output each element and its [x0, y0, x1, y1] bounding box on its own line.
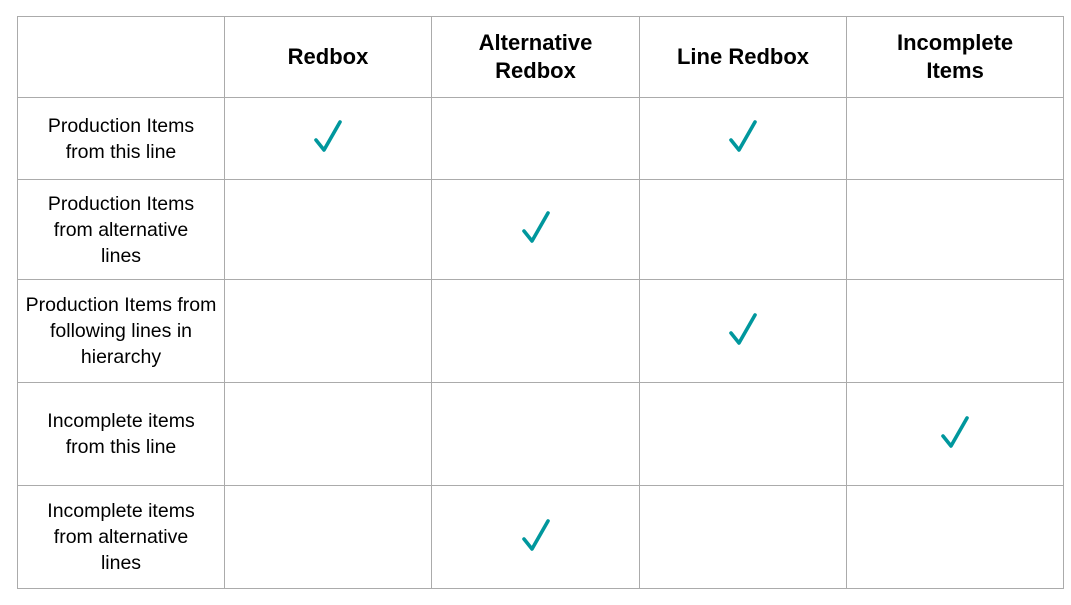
header-alternative-redbox: Alternative Redbox — [431, 16, 640, 98]
checkmark-icon — [728, 312, 758, 346]
table-cell — [845, 279, 1065, 383]
table-cell — [224, 179, 432, 280]
table-row: Incomplete items from this line — [17, 382, 1065, 486]
table-cell — [431, 179, 640, 280]
header-row: Redbox Alternative Redbox Line Redbox In… — [17, 16, 1065, 98]
checkmark-icon — [313, 119, 343, 153]
table-row: Production Items from alternative lines — [17, 179, 1065, 280]
table-cell — [431, 485, 640, 589]
table-cell — [431, 279, 640, 383]
table-cell — [639, 485, 847, 589]
row-label: Incomplete items from alternative lines — [17, 485, 225, 589]
header-redbox: Redbox — [224, 16, 432, 98]
checkmark-icon — [521, 210, 551, 244]
header-line-redbox: Line Redbox — [639, 16, 847, 98]
table-cell — [639, 382, 847, 486]
table-cell — [845, 97, 1065, 180]
comparison-table: Redbox Alternative Redbox Line Redbox In… — [17, 16, 1065, 589]
row-label: Production Items from alternative lines — [17, 179, 225, 280]
table-cell — [431, 382, 640, 486]
table-cell — [639, 279, 847, 383]
table-row: Production Items from following lines in… — [17, 279, 1065, 383]
checkmark-icon — [521, 518, 551, 552]
table-cell — [845, 382, 1065, 486]
checkmark-icon — [728, 119, 758, 153]
table-row: Incomplete items from alternative lines — [17, 485, 1065, 589]
row-label: Incomplete items from this line — [17, 382, 225, 486]
table-cell — [224, 485, 432, 589]
table-cell — [224, 382, 432, 486]
header-empty — [17, 16, 225, 98]
table-cell — [639, 179, 847, 280]
table-cell — [845, 179, 1065, 280]
table-cell — [431, 97, 640, 180]
table-cell — [845, 485, 1065, 589]
row-label: Production Items from following lines in… — [17, 279, 225, 383]
row-label: Production Items from this line — [17, 97, 225, 180]
checkmark-icon — [940, 415, 970, 449]
table-cell — [224, 97, 432, 180]
header-incomplete-items: Incomplete Items — [845, 16, 1065, 98]
table-cell — [639, 97, 847, 180]
table-cell — [224, 279, 432, 383]
table-row: Production Items from this line — [17, 97, 1065, 180]
